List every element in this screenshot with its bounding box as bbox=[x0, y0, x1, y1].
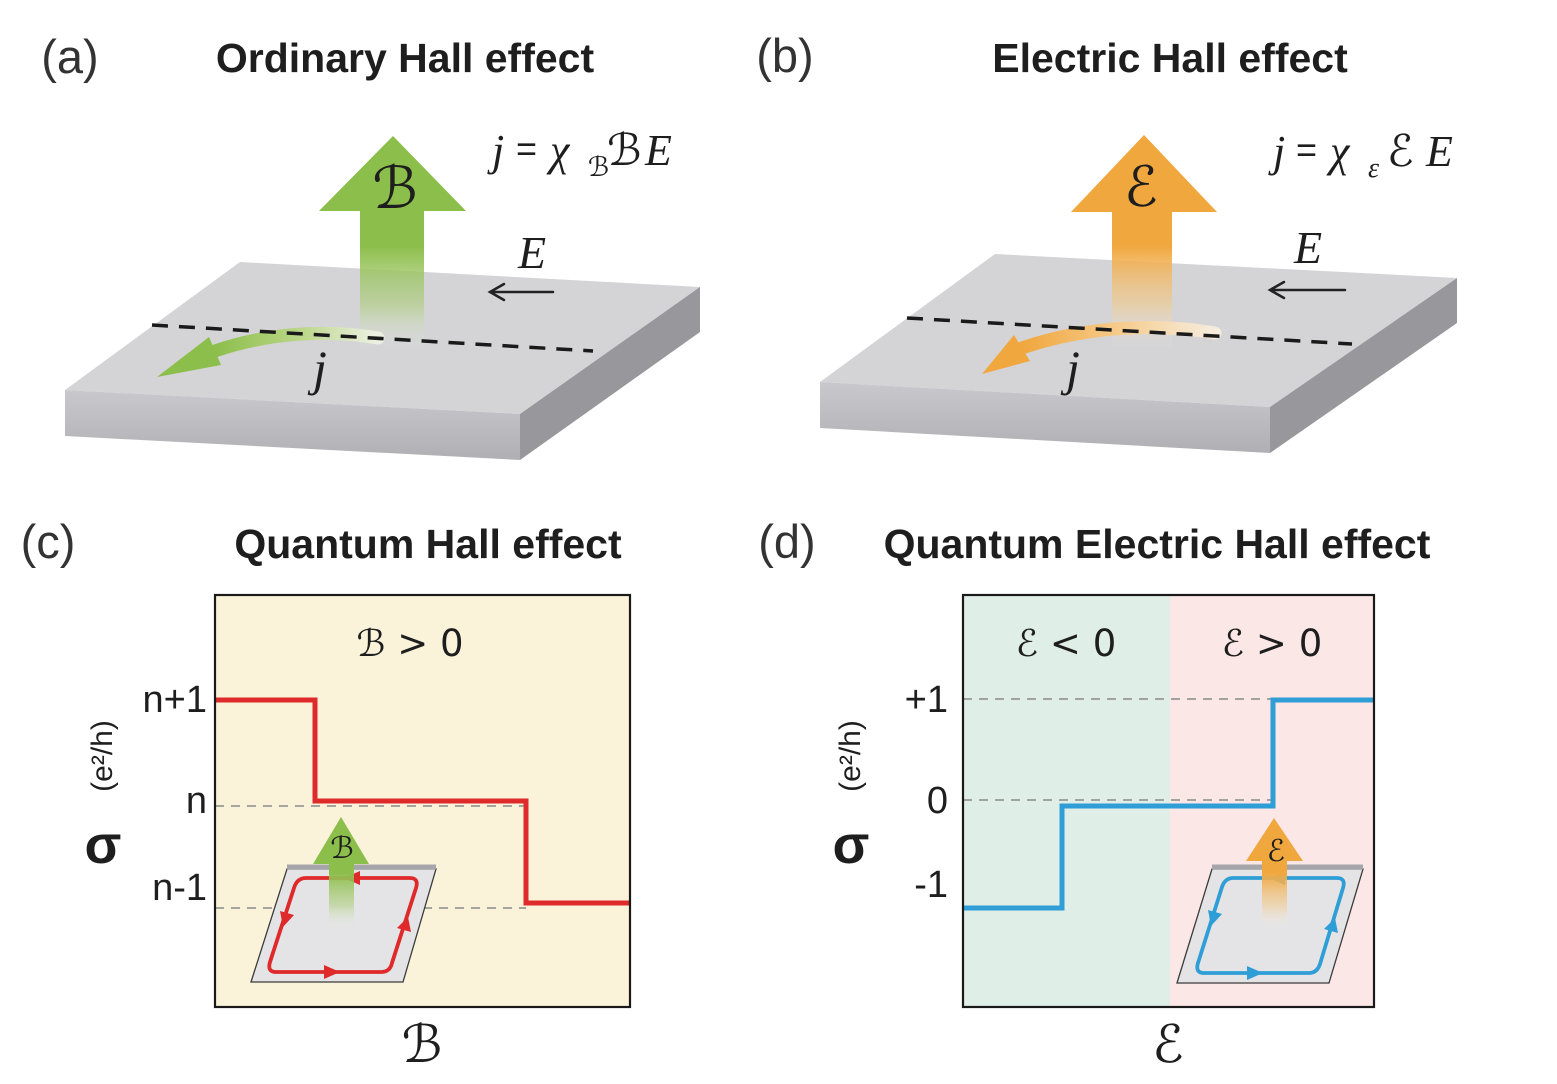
equation-a-lhs: j bbox=[487, 126, 504, 175]
equation-a-efield: E bbox=[644, 126, 672, 175]
panel-d: (d) Quantum Electric Hall effect ℰ < 0 ℰ… bbox=[758, 515, 1430, 1075]
inset-c-field-arrow-icon bbox=[313, 817, 369, 928]
plot-d-inset: ℰ bbox=[1176, 818, 1364, 984]
equation-a-chi: χ bbox=[546, 126, 571, 175]
plot-d-region-right-label: ℰ > 0 bbox=[1222, 622, 1322, 665]
efield-label-b: E bbox=[1293, 222, 1322, 273]
equation-b: j = χ ε ℰ E bbox=[1268, 126, 1453, 184]
equation-a-field: ℬ bbox=[607, 125, 642, 176]
current-arrow-b-body bbox=[1015, 321, 1222, 355]
equation-b-field: ℰ bbox=[1387, 126, 1414, 177]
panel-c-title: Quantum Hall effect bbox=[234, 521, 622, 567]
equation-b-efield: E bbox=[1425, 127, 1453, 176]
efield-direction-arrow-b-icon bbox=[1267, 280, 1347, 300]
current-arrow-a-head bbox=[157, 337, 221, 377]
slab-a-side-face bbox=[520, 287, 700, 460]
plot-c-staircase-curve bbox=[215, 697, 630, 906]
loop-c-arrow-right-icon bbox=[397, 917, 411, 932]
equation-b-equals: = bbox=[1296, 129, 1317, 170]
efield-direction-arrow-a-icon bbox=[487, 282, 555, 302]
plot-d-ytick-zero: 0 bbox=[927, 780, 948, 822]
current-arrow-b-head bbox=[982, 335, 1030, 374]
loop-c-arrow-left-icon bbox=[280, 911, 294, 927]
inset-d-current-loop bbox=[1195, 876, 1346, 975]
plot-d-region-left-label: ℰ < 0 bbox=[1016, 622, 1116, 665]
slab-a-front-face bbox=[65, 390, 520, 460]
plot-c-ylabel-units: (e²/h) bbox=[86, 720, 119, 792]
plot-d-xlabel: ℰ bbox=[1152, 1015, 1183, 1075]
plot-c-xlabel: ℬ bbox=[402, 1015, 443, 1075]
panel-c-label: (c) bbox=[21, 515, 76, 568]
panel-c: (c) Quantum Hall effect ℬ > 0 ℬ n bbox=[21, 515, 632, 1075]
plot-c-frame bbox=[213, 593, 632, 1009]
panel-a-label: (a) bbox=[41, 30, 98, 83]
plot-c-inset: ℬ bbox=[250, 817, 437, 983]
equation-a-subscript: ℬ bbox=[588, 152, 609, 183]
panel-a-title: Ordinary Hall effect bbox=[216, 35, 595, 81]
loop-d-arrow-left-icon bbox=[1208, 910, 1222, 926]
panel-b: (b) Electric Hall effect ℰ E j j = χ ε ℰ bbox=[756, 29, 1457, 453]
loop-c-arrow-bottom-icon bbox=[324, 965, 340, 979]
efield-label-a: E bbox=[517, 227, 546, 278]
plot-d-ylabel-units: (e²/h) bbox=[834, 720, 867, 792]
plot-d-ytick-minus1: -1 bbox=[914, 864, 948, 906]
plot-c-ytick-n: n bbox=[186, 780, 207, 822]
plot-c-ytick-n-1: n-1 bbox=[152, 867, 207, 909]
loop-d-arrow-bottom-icon bbox=[1247, 966, 1263, 980]
equation-a-equals: = bbox=[516, 128, 537, 169]
plot-c-ytick-n+1: n+1 bbox=[143, 679, 207, 721]
panel-d-title: Quantum Electric Hall effect bbox=[884, 521, 1431, 567]
field-label-on-arrow-b: ℰ bbox=[1124, 155, 1158, 220]
panel-d-label: (d) bbox=[758, 515, 815, 568]
plot-d-background-negative bbox=[963, 595, 1170, 1007]
slab-a-dashed-line bbox=[151, 323, 594, 353]
magnetic-field-arrow-icon bbox=[319, 136, 466, 348]
equation-b-subscript: ε bbox=[1368, 153, 1379, 184]
current-arrow-b-icon bbox=[982, 321, 1222, 374]
inset-d-field-arrow-icon bbox=[1246, 818, 1303, 928]
plot-c-region-label: ℬ > 0 bbox=[356, 622, 463, 665]
plot-c-ylabel-sigma: σ bbox=[85, 815, 122, 875]
slab-b-side-face bbox=[1270, 278, 1457, 453]
slab-b-front-face bbox=[820, 382, 1270, 453]
plot-d-ytick-plus1: +1 bbox=[905, 679, 948, 721]
panel-b-title: Electric Hall effect bbox=[992, 35, 1348, 81]
electric-field-arrow-icon bbox=[1071, 135, 1217, 348]
loop-d-arrow-right-icon bbox=[1324, 918, 1338, 933]
inset-c-field-label: ℬ bbox=[330, 831, 354, 866]
plot-d-ylabel-sigma: σ bbox=[833, 815, 870, 875]
inset-d-field-label: ℰ bbox=[1267, 834, 1285, 869]
plot-d-frame bbox=[961, 593, 1376, 1009]
equation-b-chi: χ bbox=[1326, 127, 1351, 176]
plot-d-staircase-curve bbox=[963, 697, 1374, 911]
panel-b-label: (b) bbox=[756, 29, 813, 82]
equation-b-lhs: j bbox=[1268, 127, 1285, 176]
equation-a: j = χ ℬ ℬ E bbox=[487, 125, 672, 183]
inset-c-current-loop bbox=[267, 876, 419, 974]
slab-b-dashed-line bbox=[906, 316, 1353, 346]
panel-a: (a) Ordinary Hall effect ℬ E j j = χ ℬ ℬ bbox=[41, 30, 700, 460]
field-label-on-arrow-a: ℬ bbox=[372, 154, 418, 222]
